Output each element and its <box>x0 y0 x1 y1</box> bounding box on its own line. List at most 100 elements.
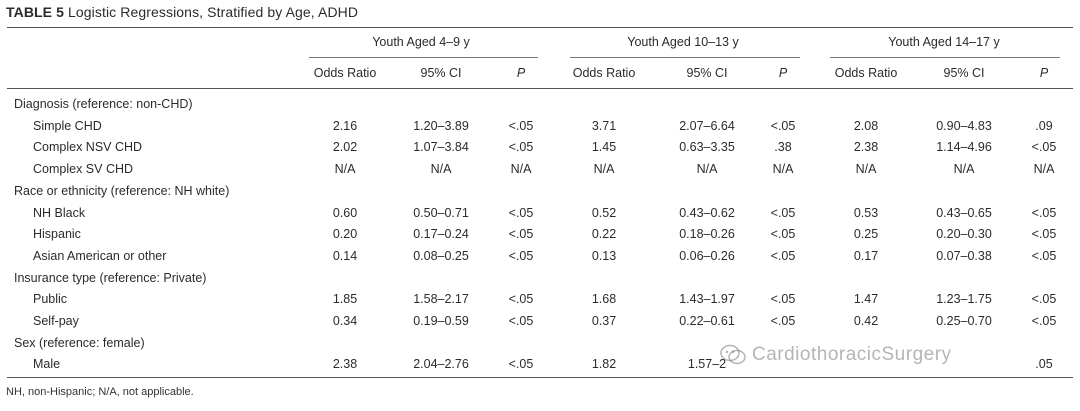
table-cell: <.05 <box>508 205 534 220</box>
group-header: Youth Aged 10–13 y <box>627 35 739 49</box>
table-cell: <.05 <box>770 205 796 220</box>
column-header: P <box>778 66 788 80</box>
table-cell: 1.14–4.96 <box>936 140 992 155</box>
table-cell: 0.22 <box>591 227 617 242</box>
table-cell: 0.52 <box>591 205 617 220</box>
table-cell: .09 <box>1035 118 1053 133</box>
table-cell: N/A <box>334 162 356 177</box>
bottom-rule <box>7 377 1073 378</box>
row-label: Complex NSV CHD <box>33 140 143 155</box>
table-cell: 1.47 <box>853 292 879 307</box>
header-rule <box>7 88 1073 89</box>
table-cell: <.05 <box>508 292 534 307</box>
table-cell: N/A <box>953 162 975 177</box>
table-cell: 1.20–3.89 <box>413 118 469 133</box>
table-cell: 1.82 <box>591 357 617 372</box>
table-cell: 1.43–1.97 <box>679 292 735 307</box>
table-cell: 0.19–0.59 <box>413 314 469 328</box>
section-label: Insurance type (reference: Private) <box>14 270 207 285</box>
table-cell: 0.90–4.83 <box>936 118 992 133</box>
table-cell: 0.20 <box>332 227 358 242</box>
table-cell: 0.20–0.30 <box>936 227 992 242</box>
table-cell: 0.07–0.38 <box>936 248 992 263</box>
table-cell: 2.07–6.64 <box>679 118 735 133</box>
table-cell: 0.50–0.71 <box>413 205 469 220</box>
table-cell: 0.17 <box>853 248 879 263</box>
table-cell: N/A <box>696 162 718 177</box>
table-cell: 1.07–3.84 <box>413 140 469 155</box>
table-cell: <.05 <box>508 227 534 242</box>
table-cell: <.05 <box>508 248 534 263</box>
table-cell: <.05 <box>508 357 534 372</box>
table-cell: <.05 <box>508 140 534 155</box>
table-cell: 0.25 <box>853 227 879 242</box>
table-cell: 0.13 <box>591 248 617 263</box>
table-cell: 1.85 <box>332 292 358 307</box>
column-header: P <box>516 66 526 80</box>
table-cell: N/A <box>1033 162 1055 177</box>
table-cell: 0.63–3.35 <box>679 140 735 155</box>
table-cell: <.05 <box>508 118 534 133</box>
table-cell: 2.38 <box>332 357 358 372</box>
table-cell: <.05 <box>770 314 796 328</box>
table-title: TABLE 5 Logistic Regressions, Stratified… <box>6 4 358 20</box>
table-cell: .05 <box>1035 357 1053 372</box>
column-header: Odds Ratio <box>313 66 377 80</box>
table-cell: 1.45 <box>591 140 617 155</box>
section-label: Sex (reference: female) <box>14 335 145 350</box>
table-cell: N/A <box>855 162 877 177</box>
row-label: Simple CHD <box>33 118 102 133</box>
table-cell: <.05 <box>1031 227 1057 242</box>
table-cell: 1.68 <box>591 292 617 307</box>
column-header: Odds Ratio <box>572 66 636 80</box>
table-cell: 0.25–0.70 <box>936 314 992 328</box>
table-cell: 3.71 <box>591 118 617 133</box>
table-cell: 0.18–0.26 <box>679 227 735 242</box>
table-cell: <.05 <box>1031 248 1057 263</box>
table-cell: 0.34 <box>332 314 358 328</box>
watermark-text: CardiothoracicSurgery <box>752 344 952 365</box>
group-underline <box>570 57 800 58</box>
table-cell: <.05 <box>1031 205 1057 220</box>
group-underline <box>830 57 1060 58</box>
table-cell: N/A <box>430 162 452 177</box>
table-cell: N/A <box>510 162 532 177</box>
watermark: CardiothoracicSurgery <box>720 344 952 366</box>
table-cell: <.05 <box>1031 292 1057 307</box>
table-cell: 1.23–1.75 <box>936 292 992 307</box>
column-header: 95% CI <box>420 66 462 80</box>
table-footnote: NH, non-Hispanic; N/A, not applicable. <box>6 386 194 398</box>
top-rule <box>7 27 1073 28</box>
row-label: NH Black <box>33 205 86 220</box>
table-cell: 0.17–0.24 <box>413 227 469 242</box>
column-header: 95% CI <box>943 66 985 80</box>
table-cell: 2.08 <box>853 118 879 133</box>
table-cell: 0.43–0.65 <box>936 205 992 220</box>
table-cell: 0.08–0.25 <box>413 248 469 263</box>
table-cell: 0.43–0.62 <box>679 205 735 220</box>
wechat-icon <box>720 344 746 365</box>
section-label: Race or ethnicity (reference: NH white) <box>14 183 230 198</box>
table-cell: <.05 <box>770 292 796 307</box>
table-cell: <.05 <box>508 314 534 328</box>
section-label: Diagnosis (reference: non-CHD) <box>14 97 193 111</box>
column-header: P <box>1039 66 1049 80</box>
table-cell: <.05 <box>770 248 796 263</box>
table-cell: 0.60 <box>332 205 358 220</box>
column-header: Odds Ratio <box>834 66 898 80</box>
table-cell: 0.06–0.26 <box>679 248 735 263</box>
table-cell: 0.14 <box>332 248 358 263</box>
table-cell: 0.42 <box>853 314 879 328</box>
table-cell: <.05 <box>1031 314 1057 328</box>
group-underline <box>309 57 538 58</box>
table-cell: 1.57–2 <box>687 357 727 372</box>
table-cell: .38 <box>774 140 792 155</box>
table-cell: <.05 <box>770 118 796 133</box>
row-label: Male <box>33 357 61 372</box>
row-label: Asian American or other <box>33 248 167 263</box>
table-cell: 0.22–0.61 <box>679 314 735 328</box>
table-caption: Logistic Regressions, Stratified by Age,… <box>68 4 359 20</box>
table-cell: 2.16 <box>332 118 358 133</box>
row-label: Self-pay <box>33 314 79 328</box>
row-label: Complex SV CHD <box>33 162 134 177</box>
